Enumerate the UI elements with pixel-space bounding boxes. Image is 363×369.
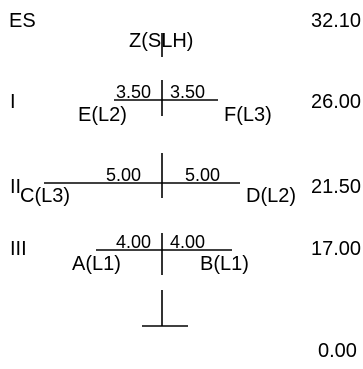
floor-level-label: I <box>10 91 16 113</box>
floor-level-label: II <box>10 176 21 198</box>
right-value: 3.50 <box>170 82 205 102</box>
floor-row-3: III 4.00 4.00 A(L1) B(L1) 17.00 <box>10 232 361 275</box>
left-node-label: A(L1) <box>72 253 121 275</box>
floor-elevation: 17.00 <box>311 238 361 260</box>
section-label: ES <box>9 10 36 32</box>
floor-level-label: III <box>10 238 27 260</box>
right-value: 4.00 <box>170 232 205 252</box>
base-elevation: 0.00 <box>318 340 357 362</box>
left-node-label: E(L2) <box>78 104 127 126</box>
right-node-label: F(L3) <box>224 104 272 126</box>
top-elevation: 32.10 <box>311 10 361 32</box>
floor-row-2: II 5.00 5.00 C(L3) D(L2) 21.50 <box>10 165 361 207</box>
right-node-label: B(L1) <box>200 253 249 275</box>
left-value: 3.50 <box>116 82 151 102</box>
floor-elevation: 26.00 <box>311 91 361 113</box>
left-value: 5.00 <box>106 165 141 185</box>
floor-elevation: 21.50 <box>311 176 361 198</box>
floor-row-1: I 3.50 3.50 E(L2) F(L3) 26.00 <box>10 82 361 126</box>
right-value: 5.00 <box>185 165 220 185</box>
left-node-label: C(L3) <box>20 185 70 207</box>
right-node-label: D(L2) <box>246 185 296 207</box>
left-value: 4.00 <box>116 232 151 252</box>
